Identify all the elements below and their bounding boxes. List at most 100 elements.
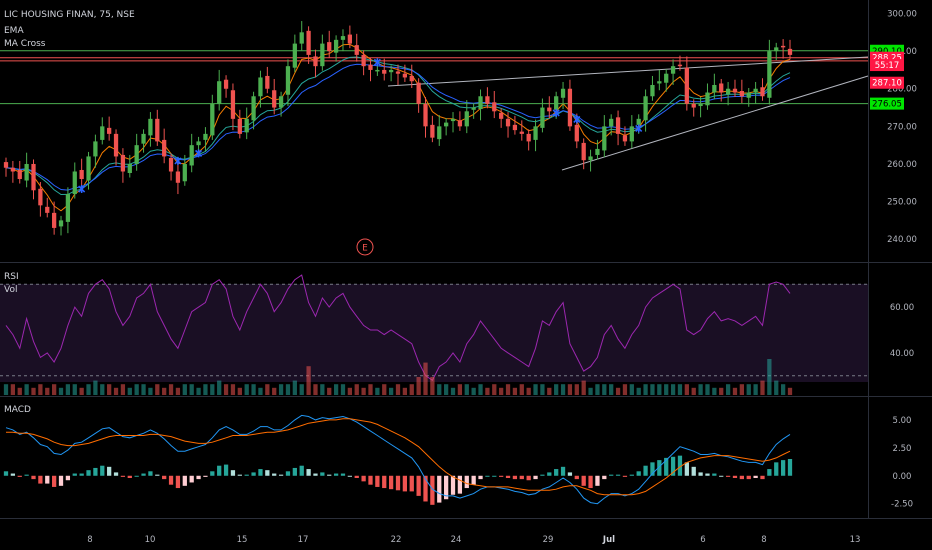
candle-body: [210, 103, 215, 136]
macd-histogram-bar: [168, 475, 174, 485]
macd-histogram-bar: [629, 474, 634, 476]
macd-histogram-bar: [52, 475, 57, 487]
volume-bar: [478, 384, 483, 395]
time-tick-label: 29: [543, 535, 554, 545]
candle-body: [333, 39, 339, 53]
macd-histogram-bar: [684, 462, 689, 476]
macd-histogram-bar: [24, 474, 29, 476]
earnings-marker[interactable]: E: [356, 238, 374, 256]
volume-bar: [787, 387, 793, 395]
macd-histogram-bar: [320, 472, 325, 476]
candle-body: [746, 92, 751, 98]
legend-ema[interactable]: EMA: [4, 26, 24, 36]
macd-histogram-bar: [650, 462, 655, 476]
candle-body: [189, 145, 194, 166]
macd-histogram-bar: [354, 475, 359, 478]
volume-bar: [780, 384, 786, 395]
candle-body: [354, 45, 359, 55]
volume-bar: [395, 384, 401, 395]
macd-histogram-bar: [677, 455, 683, 476]
macd-histogram-bar: [292, 467, 297, 476]
candle-body: [306, 30, 311, 55]
volume-bar: [725, 384, 731, 395]
candle-body: [168, 157, 174, 172]
volume-bar: [107, 384, 112, 395]
candle-body: [368, 64, 373, 70]
macd-tick-label: 0.00: [893, 472, 912, 482]
macd-histogram-bar: [189, 475, 194, 483]
macd-histogram-bar: [416, 475, 421, 496]
macd-histogram-bar: [65, 475, 71, 481]
legend-rsi[interactable]: RSI: [4, 272, 19, 282]
volume-bar: [499, 387, 504, 395]
candle-body: [292, 43, 297, 68]
candle-body: [492, 102, 497, 112]
candle-body: [182, 163, 187, 182]
candle-body: [444, 122, 449, 127]
candle-body: [732, 88, 738, 93]
price-tag-bg: [870, 76, 904, 89]
candle-body: [402, 73, 408, 78]
price-levels: [0, 50, 868, 105]
volume-bar: [629, 384, 634, 395]
candle-body: [409, 75, 414, 82]
price-tag: 55:17: [870, 59, 904, 72]
legend-ma-cross[interactable]: MA Cross: [4, 39, 46, 49]
price-tag-label: 55:17: [875, 61, 900, 71]
candle-body: [134, 145, 139, 164]
symbol-title[interactable]: LIC HOUSING FINAN, 75, NSE: [4, 10, 135, 20]
macd-histogram-bar: [519, 475, 524, 480]
macd-histogram-bar: [505, 475, 511, 478]
legend-vol[interactable]: Vol: [4, 285, 17, 295]
volume-bar: [547, 387, 552, 395]
candle-body: [347, 34, 352, 44]
macd-histogram-bar: [560, 466, 566, 476]
candle-body: [677, 64, 683, 67]
ma-cross-marker: [78, 185, 86, 194]
trend-lines: [387, 56, 869, 171]
volume-bar: [223, 384, 229, 395]
volume-bar: [409, 384, 414, 395]
volume-bar: [512, 387, 518, 395]
candle-body: [609, 118, 614, 127]
price-tag: 287.10: [870, 76, 904, 89]
macd-histogram-bar: [217, 465, 222, 476]
volume-bar: [526, 387, 531, 395]
macd-histogram-bar: [175, 475, 181, 489]
candle-body: [285, 66, 291, 95]
volume-bar: [278, 384, 284, 395]
candle-body: [258, 77, 263, 97]
candle-body: [265, 75, 270, 89]
macd-histogram-bar: [272, 473, 277, 476]
macd-histogram-bar: [719, 475, 724, 477]
ma-cross-marker: [635, 124, 643, 133]
macd-histogram-bar: [182, 475, 187, 486]
candle-body: [560, 88, 566, 98]
candle-body: [657, 81, 662, 84]
candle-body: [767, 51, 772, 98]
volume-bar: [457, 384, 463, 395]
legend-macd[interactable]: MACD: [4, 405, 31, 415]
volume-bar: [774, 380, 779, 395]
price-tick-label: 250.00: [887, 198, 917, 208]
candle-body: [251, 96, 256, 121]
volume-bar: [533, 384, 538, 395]
macd-histogram-bar: [423, 475, 428, 502]
candle-body: [107, 127, 112, 134]
macd-histogram-bar: [526, 475, 531, 481]
macd-histogram-bar: [499, 475, 504, 477]
ma-cross-marker: [573, 115, 581, 124]
macd-histogram-bar: [595, 475, 600, 486]
macd-histogram-bar: [278, 474, 284, 476]
macd-histogram-bar: [602, 475, 607, 480]
macd-histogram-bar: [588, 475, 593, 489]
volume-bar: [375, 387, 380, 395]
macd-histogram-bar: [134, 475, 139, 477]
macd-histogram-bar: [450, 475, 456, 495]
volume-bar: [45, 387, 50, 395]
macd-histogram-bar: [712, 473, 717, 476]
rsi-panel: 60.00 40.00: [0, 274, 914, 382]
volume-bar: [168, 384, 174, 395]
